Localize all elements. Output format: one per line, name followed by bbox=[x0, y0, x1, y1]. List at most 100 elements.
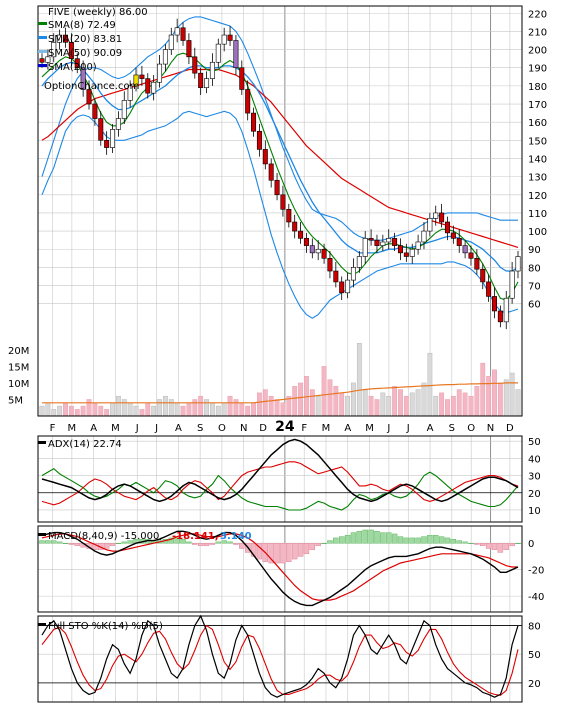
volume-bar bbox=[398, 389, 403, 417]
volume-bar bbox=[462, 392, 468, 417]
candle-body bbox=[86, 89, 92, 105]
macd-histogram-bar bbox=[303, 543, 310, 554]
macd-histogram-bar bbox=[45, 540, 51, 544]
macd-histogram-bar bbox=[291, 543, 298, 560]
legend-sma8: SMA(8) 72.49 bbox=[48, 20, 116, 31]
adx-tick-label: 20 bbox=[528, 489, 541, 500]
macd-histogram-bar bbox=[403, 537, 410, 544]
candle-body bbox=[174, 27, 180, 36]
candle-body bbox=[444, 221, 450, 234]
sto-title: Full STO %K(14) %D(5) bbox=[48, 621, 163, 632]
x-tick-label: N bbox=[240, 423, 247, 434]
volume-bar bbox=[174, 402, 180, 417]
adx-tick-label: 50 bbox=[528, 437, 541, 448]
volume-bar bbox=[386, 395, 392, 417]
volume-bar bbox=[409, 392, 415, 417]
macd-histogram-bar bbox=[433, 535, 439, 544]
price-tick-label: 110 bbox=[528, 209, 547, 220]
price-title: FIVE (weekly) 86.00 bbox=[48, 7, 148, 18]
volume-bar bbox=[315, 395, 321, 417]
x-tick-label: J bbox=[154, 423, 158, 434]
candle-body bbox=[327, 258, 333, 272]
volume-bar bbox=[104, 409, 110, 417]
macd-histogram-bar bbox=[339, 536, 345, 544]
macd-legend-swatch bbox=[38, 533, 46, 536]
macd-histogram-bar bbox=[286, 543, 292, 562]
price-tick-label: 140 bbox=[528, 154, 547, 165]
adx-panel: 50 40 30 20 10 bbox=[37, 435, 541, 523]
candle-body bbox=[198, 72, 204, 88]
candle-body bbox=[374, 239, 380, 246]
volume-bar bbox=[374, 399, 380, 417]
macd-line bbox=[41, 530, 519, 607]
candle-body bbox=[268, 163, 274, 181]
macd-histogram-bar bbox=[197, 543, 204, 547]
macd-histogram-bar bbox=[103, 543, 110, 549]
macd-histogram-bar bbox=[350, 532, 357, 544]
macd-value: -18.141, bbox=[172, 531, 219, 542]
candle-body bbox=[421, 230, 427, 243]
candle-body bbox=[392, 238, 398, 246]
candle-body bbox=[51, 42, 57, 58]
volume-bar bbox=[262, 389, 268, 417]
volume-tick-label: 15M bbox=[8, 362, 29, 373]
macd-tick-label: -40 bbox=[528, 592, 544, 603]
candle-body bbox=[139, 74, 145, 79]
candle-body bbox=[386, 238, 392, 243]
candle-body bbox=[286, 209, 292, 223]
macd-histogram-bar bbox=[397, 536, 404, 544]
candle-body bbox=[180, 27, 186, 41]
macd-histogram-bar bbox=[491, 543, 498, 551]
candle-body bbox=[215, 43, 221, 63]
volume-tick-label: 5M bbox=[8, 395, 23, 406]
volume-bar bbox=[63, 402, 68, 417]
candle-body bbox=[450, 232, 456, 239]
volume-bar bbox=[45, 402, 51, 417]
volume-bar bbox=[127, 402, 133, 417]
macd-histogram-bar bbox=[233, 543, 239, 545]
volume-bar bbox=[339, 392, 345, 417]
bollinger-upper-line bbox=[41, 16, 518, 241]
volume-bar bbox=[351, 382, 356, 417]
volume-bar bbox=[309, 389, 315, 417]
macd-histogram-bar bbox=[438, 536, 445, 544]
volume-bar bbox=[362, 389, 368, 417]
price-tick-label: 160 bbox=[528, 118, 547, 129]
macd-histogram-bar bbox=[280, 543, 286, 564]
macd-histogram-bar bbox=[503, 543, 509, 551]
volume-bar bbox=[133, 405, 139, 417]
stochastic-panel-frame bbox=[37, 615, 523, 703]
volume-bar bbox=[368, 395, 374, 417]
macd-histogram-bar bbox=[62, 543, 69, 544]
volume-bar bbox=[80, 405, 86, 417]
macd-histogram-bar bbox=[56, 541, 63, 544]
candle-body bbox=[162, 49, 168, 65]
candle-body bbox=[439, 212, 445, 223]
macd-histogram-bar bbox=[239, 543, 245, 549]
macd-histogram-bar bbox=[315, 543, 321, 547]
stochastic-panel: 80 50 20 bbox=[37, 614, 541, 703]
price-tick-label: 150 bbox=[528, 136, 547, 147]
di-plus-line bbox=[41, 468, 519, 511]
volume-tick-label: 10M bbox=[8, 379, 29, 390]
candle-body bbox=[186, 40, 192, 58]
volume-tick-label: 20M bbox=[8, 346, 29, 357]
macd-histogram-bar bbox=[256, 543, 263, 560]
volume-bar bbox=[274, 399, 280, 417]
candle-body bbox=[221, 34, 227, 45]
candle-body bbox=[468, 252, 474, 259]
di-minus-line bbox=[41, 461, 519, 506]
price-tick-label: 90 bbox=[528, 245, 541, 256]
macd-histogram-bar bbox=[74, 543, 80, 547]
candle-body bbox=[104, 140, 110, 148]
candle-body bbox=[292, 221, 298, 232]
candle-body bbox=[204, 78, 210, 88]
candle-body bbox=[110, 129, 116, 148]
candle-body bbox=[245, 89, 251, 114]
volume-bar bbox=[245, 405, 251, 417]
x-tick-label: D bbox=[259, 423, 267, 434]
legend-sma50: SMA(50) 90.09 bbox=[48, 48, 122, 59]
volume-bar bbox=[157, 399, 162, 417]
volume-bar bbox=[474, 386, 480, 417]
volume-bar bbox=[68, 405, 74, 417]
